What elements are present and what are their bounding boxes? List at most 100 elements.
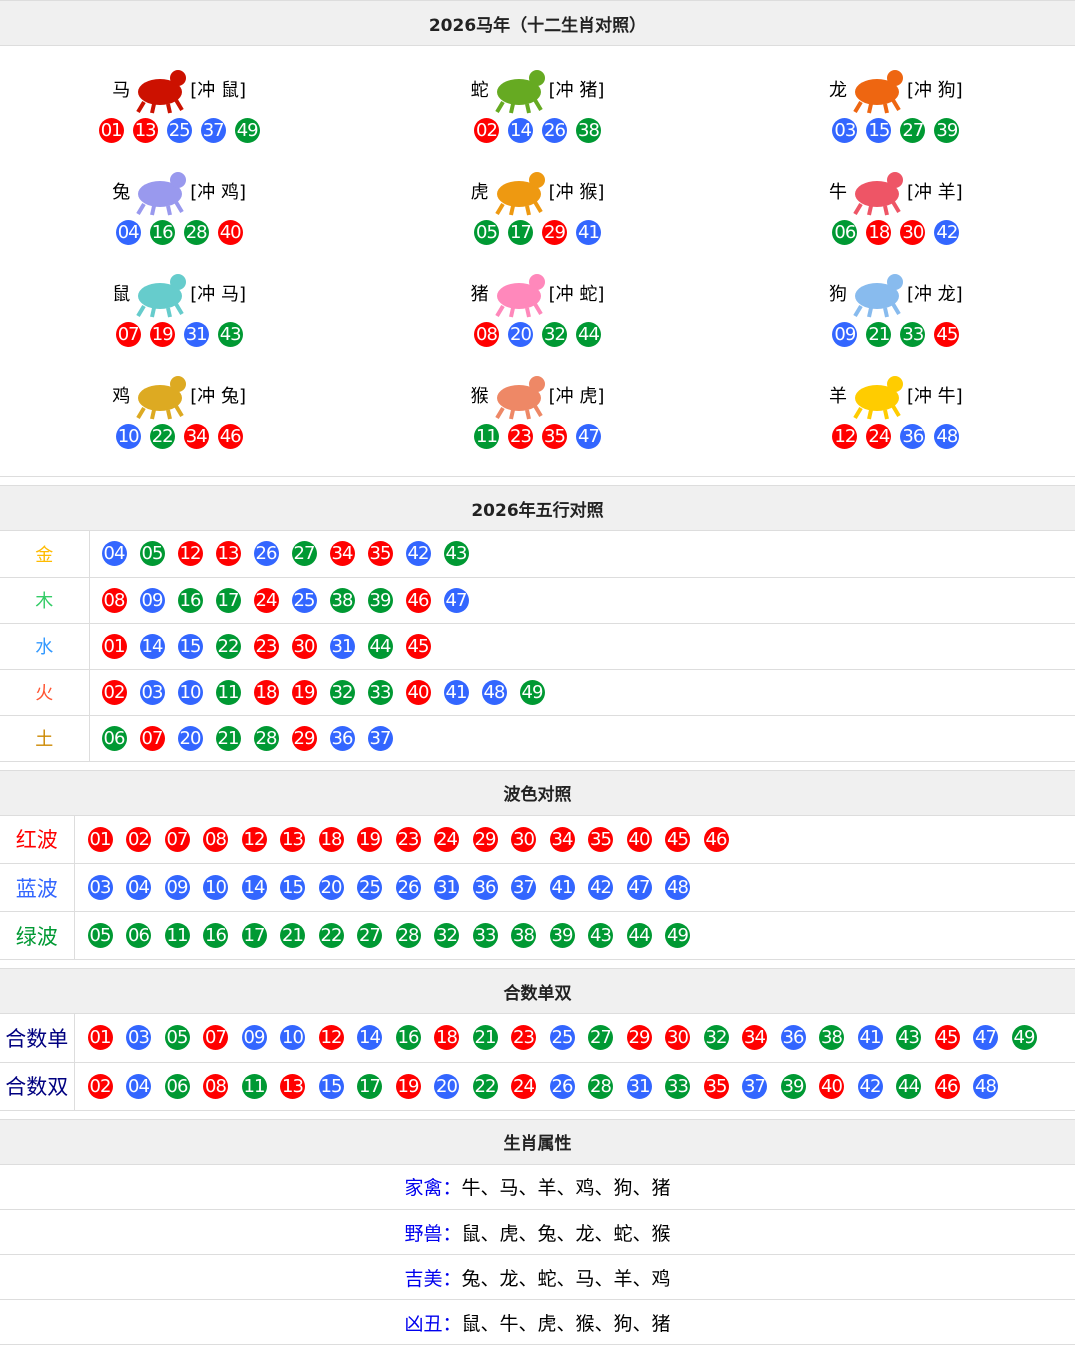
- number-ball: 32: [541, 322, 567, 347]
- zodiac-clash: [冲 鼠]: [190, 80, 247, 101]
- row-numbers: 06 07 20 21 28 29 36 37: [89, 715, 1075, 762]
- number-ball: 05: [164, 1025, 190, 1051]
- zodiac-clash: [冲 猪]: [548, 80, 605, 101]
- number-ball: 03: [87, 875, 113, 900]
- zodiac-name: 马: [112, 80, 131, 101]
- snake-icon: [489, 64, 549, 114]
- number-ball: 37: [742, 1073, 767, 1099]
- number-balls: 11 23 35 47: [473, 424, 601, 449]
- zodiac-name: 牛: [828, 182, 847, 203]
- zodiac-cell: 鸡 [冲 兔] 10 22 34 46: [0, 366, 358, 468]
- zodiac-clash: [冲 牛]: [906, 386, 963, 407]
- number-ball: 04: [126, 1073, 151, 1099]
- row-label: 合数单: [0, 1014, 75, 1063]
- number-ball: 48: [665, 875, 690, 900]
- attribute-row: 凶丑：鼠、牛、虎、猴、狗、猪: [0, 1299, 1075, 1345]
- number-ball: 28: [253, 725, 279, 751]
- number-ball: 30: [665, 1025, 690, 1051]
- number-ball: 42: [857, 1073, 883, 1099]
- number-ball: 26: [395, 875, 421, 900]
- number-ball: 21: [866, 322, 892, 347]
- number-ball: 49: [665, 923, 690, 948]
- wuxing-section: 2026年五行对照 金 04 05 12 13 26 27 34 35 42 43 木 08 09 16 17…: [0, 485, 1075, 762]
- number-ball: 09: [164, 875, 190, 900]
- number-ball: 32: [434, 923, 459, 948]
- number-ball: 38: [329, 587, 355, 613]
- number-ball: 48: [481, 679, 507, 705]
- number-ball: 40: [626, 826, 652, 852]
- number-ball: 31: [329, 633, 355, 659]
- number-ball: 07: [115, 322, 141, 347]
- number-ball: 15: [866, 118, 892, 143]
- zodiac-name: 兔: [112, 182, 131, 203]
- number-ball: 04: [101, 541, 127, 567]
- number-ball: 03: [139, 679, 165, 705]
- number-ball: 21: [472, 1025, 498, 1051]
- number-ball: 22: [215, 633, 241, 659]
- ox-icon: [847, 166, 907, 216]
- number-ball: 12: [318, 1025, 344, 1051]
- number-ball: 41: [443, 679, 469, 705]
- number-ball: 09: [241, 1025, 267, 1051]
- number-ball: 22: [472, 1073, 498, 1099]
- number-ball: 12: [832, 424, 858, 449]
- number-balls: 01 02 07 08 12 13 18 19 23 24 29 30 34 35 40 45 46: [75, 826, 1075, 852]
- number-ball: 31: [626, 1073, 652, 1099]
- number-ball: 45: [665, 826, 690, 852]
- zodiac-name: 鸡: [112, 386, 131, 407]
- number-balls: 03 15 27 39: [832, 118, 960, 143]
- number-ball: 30: [900, 220, 926, 245]
- number-ball: 39: [934, 118, 960, 143]
- zodiac-header: 龙 [冲 狗]: [829, 60, 963, 118]
- row-label: 红波: [0, 815, 75, 864]
- number-balls: 02 04 06 08 11 13 15 17 19 20 22 24 26 28 31 33 35 37 39 40…: [75, 1073, 1075, 1099]
- number-ball: 17: [241, 923, 267, 948]
- attribute-cell: 凶丑：鼠、牛、虎、猴、狗、猪: [0, 1299, 1075, 1345]
- number-ball: 30: [511, 826, 536, 852]
- number-ball: 05: [139, 541, 165, 567]
- rat-icon: [130, 268, 190, 318]
- zodiac-name: 蛇: [470, 80, 489, 101]
- number-ball: 01: [98, 118, 124, 143]
- number-ball: 29: [472, 826, 498, 852]
- parity-section: 合数单双 合数单 01 03 05 07 09 10 12 14 16 18 21 23 25 27 29 30…: [0, 968, 1075, 1111]
- number-ball: 18: [434, 1025, 459, 1051]
- number-ball: 29: [541, 220, 567, 245]
- number-ball: 46: [703, 826, 729, 852]
- number-ball: 17: [215, 587, 241, 613]
- number-ball: 36: [900, 424, 926, 449]
- number-ball: 41: [857, 1025, 883, 1051]
- number-ball: 31: [183, 322, 209, 347]
- number-balls: 10 22 34 46: [115, 424, 243, 449]
- number-balls: 01 14 15 22 23 30 31 44 45: [90, 633, 1075, 659]
- number-ball: 33: [472, 923, 498, 948]
- number-ball: 18: [866, 220, 892, 245]
- number-ball: 43: [588, 923, 613, 948]
- row-numbers: 01 03 05 07 09 10 12 14 16 18 21 23 25 27 29 30 32 34 36 38…: [74, 1014, 1075, 1063]
- row-label: 火: [0, 669, 90, 716]
- table-row: 绿波 05 06 11 16 17 21 22 27 28 32 33 38 39 43 44 49: [0, 911, 1075, 960]
- attribute-cell: 野兽：鼠、虎、兔、龙、蛇、猴: [0, 1209, 1075, 1255]
- number-ball: 26: [541, 118, 567, 143]
- number-ball: 08: [101, 587, 127, 613]
- number-ball: 16: [203, 923, 228, 948]
- number-ball: 07: [203, 1025, 228, 1051]
- number-ball: 20: [434, 1073, 459, 1099]
- row-numbers: 02 04 06 08 11 13 15 17 19 20 22 24 26 28 31 33 35 37 39 40…: [74, 1062, 1075, 1111]
- number-ball: 37: [200, 118, 226, 143]
- zodiac-cell: 狗 [冲 龙] 09 21 33 45: [717, 264, 1075, 366]
- number-ball: 13: [280, 1073, 305, 1099]
- attribute-row: 家禽：牛、马、羊、鸡、狗、猪: [0, 1164, 1075, 1210]
- table-row: 合数双 02 04 06 08 11 13 15 17 19 20 22 24 26 28 31 33 35 37 3…: [0, 1062, 1075, 1111]
- row-numbers: 02 03 10 11 18 19 32 33 40 41 48 49: [89, 669, 1075, 716]
- wave-title: 波色对照: [0, 769, 1075, 816]
- number-ball: 11: [473, 424, 499, 449]
- zodiac-name: 猴: [470, 386, 489, 407]
- number-ball: 08: [203, 826, 228, 852]
- number-ball: 19: [357, 826, 382, 852]
- attribute-row: 野兽：鼠、虎、兔、龙、蛇、猴: [0, 1209, 1075, 1255]
- wuxing-title: 2026年五行对照: [0, 485, 1075, 531]
- number-ball: 11: [215, 679, 241, 705]
- number-ball: 32: [329, 679, 355, 705]
- number-ball: 24: [866, 424, 892, 449]
